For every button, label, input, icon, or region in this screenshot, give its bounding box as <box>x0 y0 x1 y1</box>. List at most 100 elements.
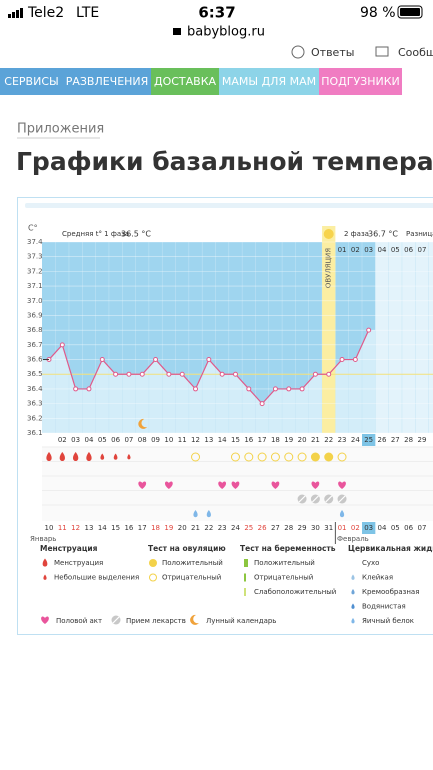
url[interactable]: babyblog.ru <box>187 25 265 40</box>
lock-icon <box>173 28 181 35</box>
cycle-day: 02 <box>58 436 67 444</box>
ovulation-label: ОВУЛЯЦИЯ <box>325 248 333 288</box>
date: 14 <box>98 524 107 532</box>
heart-icon <box>164 481 173 489</box>
menstruation-icon <box>86 452 92 461</box>
date: 21 <box>191 524 200 532</box>
temperature-point <box>352 357 358 363</box>
date: 25 <box>244 524 253 532</box>
cycle-day: 14 <box>218 436 227 444</box>
cycle-day: 29 <box>417 436 426 444</box>
legend-item: Сухо <box>362 559 379 567</box>
heart-icon <box>138 481 147 489</box>
phase2-value: 36.7 °C <box>368 230 398 239</box>
legend-item: Небольшие выделения <box>54 574 139 582</box>
phase2-day: 01 <box>338 246 347 254</box>
phase1-label: Средняя t° 1 фаза <box>62 230 129 238</box>
date: 22 <box>204 524 213 532</box>
phase2-day: 04 <box>378 246 387 254</box>
cycle-day: 18 <box>271 436 280 444</box>
cycle-day: 08 <box>138 436 147 444</box>
cycle-day: 20 <box>298 436 307 444</box>
cycle-day: 26 <box>378 436 387 444</box>
month-label: Январь <box>30 535 56 543</box>
phase2-day: 06 <box>404 246 413 254</box>
cycle-day: 17 <box>258 436 267 444</box>
heart-icon <box>338 481 346 489</box>
breadcrumb[interactable]: Приложения <box>17 122 104 137</box>
cycle-day: 24 <box>351 436 360 444</box>
temperature-point <box>166 371 172 377</box>
y-tick-label: 36.2 <box>27 414 43 422</box>
ovulation-test-negative <box>337 452 347 462</box>
nav-item-bg[interactable] <box>63 68 151 95</box>
date: 10 <box>45 524 54 532</box>
pill-line <box>112 616 120 624</box>
pill-line <box>338 495 346 503</box>
nav-item-bg[interactable] <box>219 68 319 95</box>
top-link[interactable]: Сообще <box>398 46 433 59</box>
temperature-point <box>193 386 199 392</box>
y-tick-label: 36.4 <box>27 385 43 393</box>
temperature-point <box>126 371 132 377</box>
scrollbar[interactable] <box>25 203 433 208</box>
y-tick-label: 37.3 <box>27 253 43 261</box>
ovulation-test-negative <box>244 452 254 462</box>
legend-item: Положительный <box>162 559 223 567</box>
date-highlight <box>362 522 376 534</box>
cycle-row-bg <box>42 434 433 446</box>
y-tick-label: 36.9 <box>27 311 43 319</box>
temperature-point <box>59 342 65 348</box>
temperature-point <box>326 371 332 377</box>
cycle-day: 25 <box>364 436 373 444</box>
date: 26 <box>258 524 267 532</box>
legend-icon <box>149 559 157 567</box>
egg-white-icon <box>206 510 211 518</box>
legend-title: Тест на овуляцию <box>148 544 226 553</box>
heart-icon <box>218 481 227 489</box>
temperature-point <box>299 386 305 392</box>
cycle-day: 05 <box>98 436 107 444</box>
ovulation-test-negative <box>230 452 240 462</box>
nav-item[interactable]: ПОДГУЗНИКИ <box>321 75 400 88</box>
cycle-day: 03 <box>71 436 80 444</box>
legend-title: Цервикальная жидкость <box>348 544 433 553</box>
legend-title: Тест на беременность <box>240 544 336 553</box>
difference-label: Разница <box>406 230 433 238</box>
battery <box>397 5 423 19</box>
moon-icon <box>190 614 199 625</box>
legend-icon <box>244 573 246 582</box>
nav-item-bg[interactable] <box>319 68 402 95</box>
temperature-point <box>113 371 119 377</box>
nav-item-bg[interactable] <box>151 68 219 95</box>
nav-item[interactable]: ДОСТАВКА <box>154 75 217 88</box>
date: 05 <box>391 524 400 532</box>
y-tick-label: 37.4 <box>27 238 43 246</box>
nav-item-bg[interactable] <box>0 68 63 95</box>
temperature-point <box>99 357 105 363</box>
nav-item[interactable]: СЕРВИСЫ <box>4 75 58 88</box>
battery-fill <box>400 8 420 16</box>
legend-icon <box>149 573 157 582</box>
top-link[interactable]: Ответы <box>311 46 354 59</box>
time: 6:37 <box>198 4 235 22</box>
temperature-point <box>286 386 292 392</box>
cycle-day: 09 <box>151 436 160 444</box>
y-tick-label: 36.7 <box>27 341 43 349</box>
nav-item[interactable]: МАМЫ ДЛЯ МАМ <box>222 75 316 88</box>
plot-bg-future <box>375 242 433 433</box>
legend-extra: Прием лекарств <box>126 617 186 625</box>
date: 06 <box>404 524 413 532</box>
legend-item: Водянистая <box>362 603 406 611</box>
legend-item: Слабоположительный <box>254 588 336 596</box>
date: 19 <box>164 524 173 532</box>
date: 04 <box>378 524 387 532</box>
cycle-day: 10 <box>164 436 173 444</box>
temperature-point <box>339 357 345 363</box>
nav-item[interactable]: РАЗВЛЕЧЕНИЯ <box>66 75 149 88</box>
date: 23 <box>218 524 227 532</box>
legend-item: Кремообразная <box>362 588 419 596</box>
cycle-day: 15 <box>231 436 240 444</box>
ovulation-marker <box>323 229 334 239</box>
